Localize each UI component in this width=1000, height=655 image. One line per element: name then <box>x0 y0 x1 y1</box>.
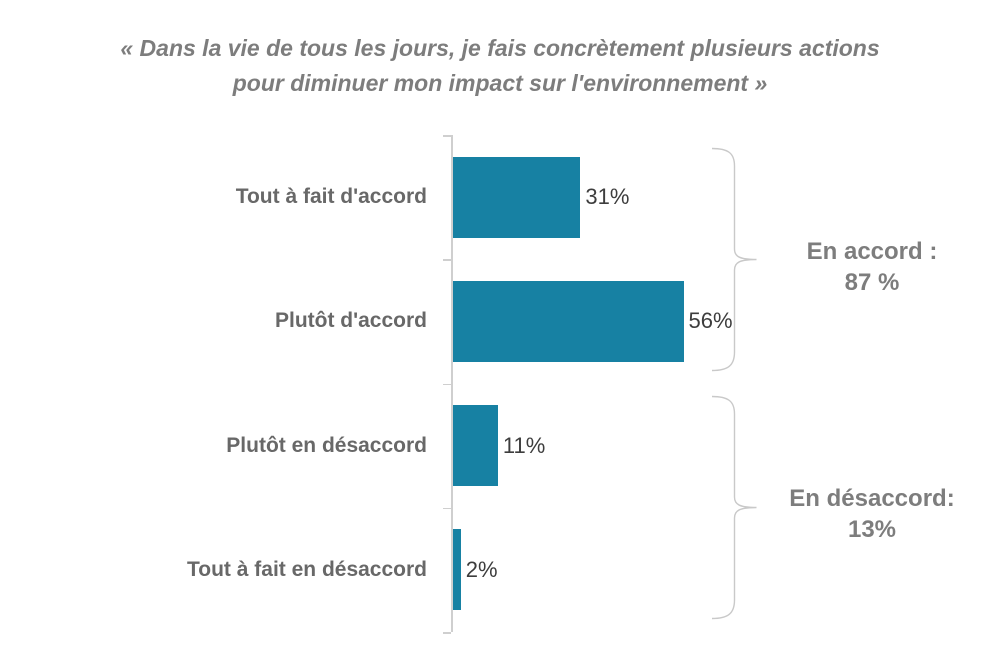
chart-title: « Dans la vie de tous les jours, je fais… <box>0 31 1000 101</box>
agree-group-brace <box>711 147 757 372</box>
bar <box>452 280 684 362</box>
category-label: Tout à fait d'accord <box>235 185 427 209</box>
disagree-group-brace <box>711 395 757 620</box>
value-label: 31% <box>585 184 630 210</box>
chart-title-line-2: pour diminuer mon impact sur l'environne… <box>232 70 768 96</box>
value-label: 2% <box>465 556 498 582</box>
category-label: Plutôt en désaccord <box>226 433 427 457</box>
disagree-annotation-label: En désaccord: <box>789 485 955 512</box>
bar <box>452 529 461 611</box>
category-axis-line <box>451 135 453 632</box>
chart-title-line-1: « Dans la vie de tous les jours, je fais… <box>120 35 880 61</box>
axis-tick <box>443 135 451 137</box>
agree-annotation-value: 87 % <box>844 269 900 296</box>
agree-annotation-label: En accord : <box>806 238 938 265</box>
axis-tick <box>443 259 451 261</box>
value-label: 56% <box>688 308 733 334</box>
category-label: Plutôt d'accord <box>274 309 427 333</box>
axis-tick <box>443 632 451 634</box>
axis-tick <box>443 383 451 385</box>
disagree-annotation: En désaccord: 13% <box>762 483 982 545</box>
bar <box>452 405 498 487</box>
axis-tick <box>443 507 451 510</box>
disagree-annotation-value: 13% <box>847 516 897 543</box>
agree-annotation: En accord : 87 % <box>762 236 982 298</box>
bar <box>452 156 581 238</box>
category-label: Tout à fait en désaccord <box>187 557 427 581</box>
value-label: 11% <box>502 432 546 458</box>
